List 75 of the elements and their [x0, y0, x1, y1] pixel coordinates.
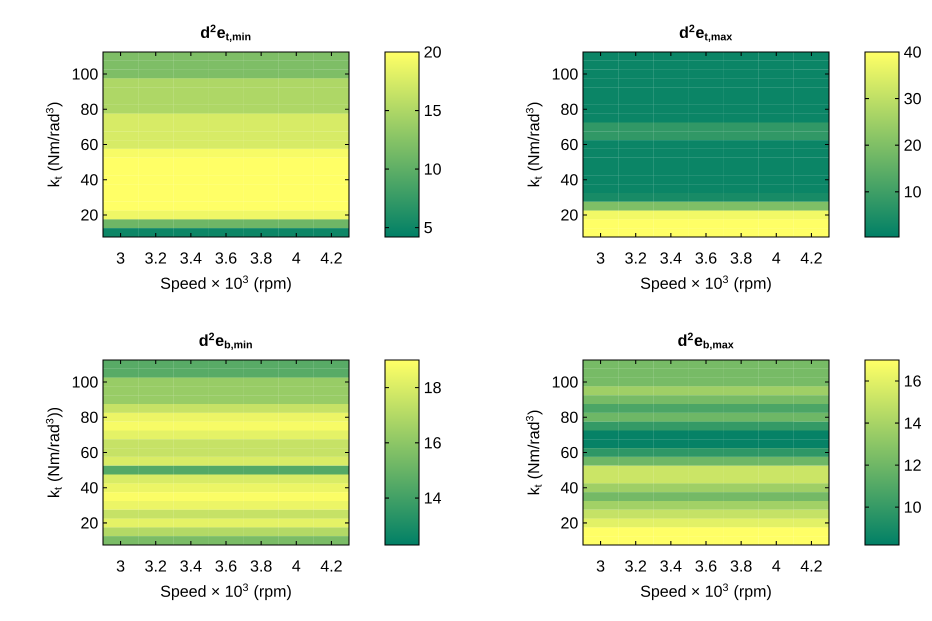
x-tick-label: 3.2 [145, 560, 166, 572]
color-bar-label: 10 [904, 186, 921, 198]
color-bar-label: 30 [904, 92, 921, 104]
y-tick-label: 60 [561, 138, 578, 150]
y-tick-label: 20 [561, 517, 578, 529]
x-tick-label: 3.2 [145, 252, 166, 264]
y-tick-label: 40 [80, 482, 98, 494]
x-tick-label: 3.8 [730, 252, 752, 264]
x-tick-label: 3.4 [180, 252, 202, 264]
x-tick-label: 4.2 [320, 560, 342, 572]
color-bar-label: 40 [904, 46, 921, 58]
x-tick-label: 3.6 [695, 252, 716, 264]
x-tick-label: 4.2 [800, 560, 822, 572]
x-tick-label: 3.2 [625, 560, 646, 572]
y-tick-label: 80 [561, 412, 578, 423]
y-tick-label: 80 [81, 104, 98, 115]
color-bar-label: 15 [424, 104, 441, 116]
x-tick-label: 3.4 [180, 560, 202, 572]
x-tick-label: 4.2 [800, 252, 822, 264]
x-axis-title: Speed × 10$^{3}$ (rpm) [640, 276, 771, 292]
chart-title: d$^{2}$e$_{t,max}$ [680, 24, 732, 42]
x-tick-label: 4.2 [320, 252, 342, 264]
color-bar-label: 10 [904, 501, 921, 513]
color-bar-label: 14 [904, 418, 922, 429]
y-tick-label: 100 [552, 376, 578, 388]
x-tick-label: 3 [116, 252, 124, 264]
x-tick-label: 3.6 [215, 252, 236, 264]
x-tick-label: 3.8 [730, 560, 752, 572]
chart-title: d$^{2}$e$_{t,min}$ [200, 24, 250, 42]
y-tick-label: 100 [72, 68, 98, 80]
x-tick-label: 3.8 [250, 560, 272, 572]
chart-title: d$^{2}$e$_{b,max}$ [678, 332, 734, 350]
x-tick-label: 3 [596, 252, 604, 264]
x-tick-label: 3.4 [660, 560, 682, 572]
x-tick-label: 3.2 [625, 252, 646, 264]
y-tick-label: 80 [81, 412, 98, 423]
y-axis-title: k$_{t}$ (Nm/rad$^{3}$)) [46, 408, 62, 497]
color-bar-label: 16 [904, 375, 921, 387]
chart-title: d$^{2}$e$_{b,min}$ [199, 332, 252, 350]
y-tick-label: 60 [561, 446, 578, 458]
x-tick-label: 3 [116, 560, 124, 572]
color-bar-label: 5 [424, 222, 432, 234]
y-tick-label: 20 [81, 517, 98, 529]
y-tick-label: 60 [81, 446, 98, 458]
x-tick-label: 4 [772, 252, 780, 264]
color-bar-label: 20 [424, 46, 441, 58]
y-tick-label: 80 [561, 104, 578, 115]
y-tick-label: 100 [552, 68, 578, 80]
color-bar-label: 20 [904, 140, 921, 151]
y-tick-label: 40 [560, 482, 578, 494]
x-tick-label: 3.6 [215, 560, 236, 572]
x-tick-label: 3 [596, 560, 604, 572]
y-axis-title: k$_{t}$ (Nm/rad$^{3}$) [526, 410, 542, 494]
y-axis-title: k$_{t}$ (Nm/rad$^{3}$) [46, 102, 62, 186]
x-axis-title: Speed × 10$^{3}$ (rpm) [640, 584, 771, 600]
color-bar-label: 18 [424, 382, 441, 394]
x-tick-label: 4 [772, 560, 780, 572]
color-bar-label: 14 [424, 492, 442, 504]
x-tick-label: 4 [292, 252, 300, 264]
color-bar-label: 10 [424, 163, 441, 175]
x-tick-label: 4 [292, 560, 300, 572]
y-tick-label: 40 [80, 174, 98, 186]
y-tick-label: 100 [72, 376, 98, 388]
x-tick-label: 3.8 [250, 252, 272, 264]
x-tick-label: 3.6 [695, 560, 716, 572]
color-bar-label: 12 [904, 460, 921, 471]
x-axis-title: Speed × 10$^{3}$ (rpm) [160, 584, 291, 600]
y-tick-label: 20 [81, 209, 98, 221]
x-axis-title: Speed × 10$^{3}$ (rpm) [160, 276, 291, 292]
y-tick-label: 60 [81, 138, 98, 150]
color-bar-label: 16 [424, 437, 441, 448]
y-axis-title: k$_{t}$ (Nm/rad$^{3}$) [526, 102, 542, 186]
x-tick-label: 3.4 [660, 252, 682, 264]
y-tick-label: 20 [561, 209, 578, 221]
y-tick-label: 40 [560, 174, 578, 186]
